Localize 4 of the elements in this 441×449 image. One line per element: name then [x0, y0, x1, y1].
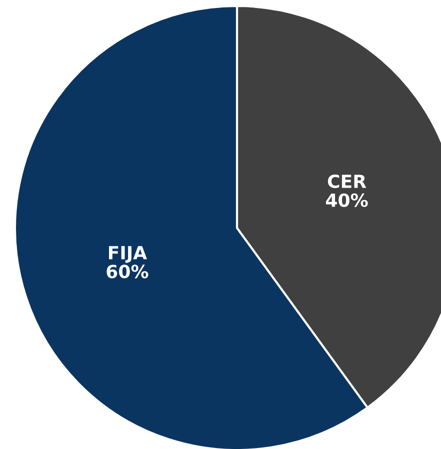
- slice-label: FIJA: [109, 246, 147, 263]
- data-label: 60%: [106, 264, 148, 278]
- slice-label: CER: [328, 174, 366, 188]
- data-label: 40%: [326, 193, 368, 207]
